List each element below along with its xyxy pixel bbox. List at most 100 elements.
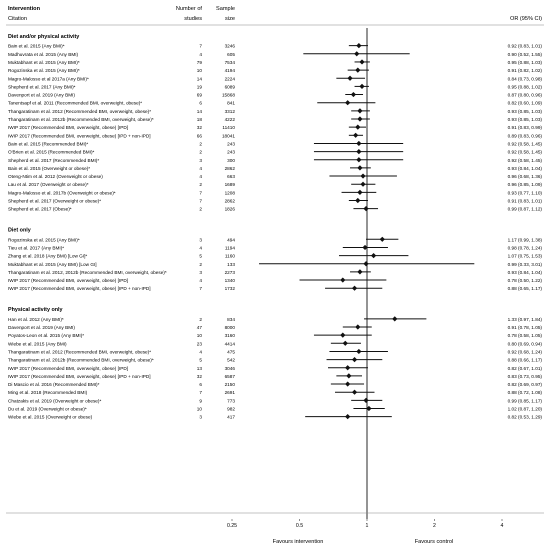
row-studies: 3 [199,237,202,242]
point-estimate-marker [351,389,358,395]
row-citation: Tieu et al. 2017 (Any BMI)* [8,245,64,250]
row-studies: 19 [197,84,203,89]
row-or-ci: 0.92 (0.83, 1.01) [508,44,543,49]
row-citation: Zhang et al. 2018 (Any BMI) [Low GI]* [8,254,87,259]
row-sample-size: 542 [227,358,235,363]
row-studies: 23 [197,341,203,346]
row-citation: Ming et al. 2018 (Recommended BMI) [8,390,88,395]
row-sample-size: 4222 [225,117,236,122]
row-or-ci: 0.93 (0.84, 1.04) [508,270,543,275]
header-intervention: Intervention [8,6,41,12]
point-estimate-marker [356,43,362,49]
row-citation: O'Brien et al. 2015 (Recommended BMI)* [8,150,95,155]
row-citation: Bain et al. 2015 (Overweight or obese)* [8,166,90,171]
row-citation: Muktabhant et al. 2015 (Any BMI) [Low GI… [8,262,97,267]
row-studies: 5 [199,254,202,259]
point-estimate-marker [359,59,365,65]
row-citation: Shepherd et al. 2017 (Overweight or obes… [8,199,101,204]
x-tick-label: 1 [366,523,369,529]
row-studies: 10 [197,333,203,338]
point-estimate-marker [355,197,361,204]
x-tick-label: 4 [501,523,504,529]
row-studies: 66 [197,133,203,138]
row-sample-size: 3160 [225,333,236,338]
point-estimate-marker [355,124,361,130]
row-or-ci: 0.95 (0.88, 1.02) [508,84,543,89]
row-citation: Oteng-Ntim et al. 2012 (Overweight or ob… [8,174,103,179]
row-citation: Wiebe et al. 2015 (Any BMI) [8,341,67,346]
group-title: Diet and/or physical activity [8,34,79,40]
point-estimate-marker [354,51,360,57]
point-estimate-marker [363,206,369,212]
row-citation: IWIP 2017 (Recommended BMI, overweight, … [8,286,151,291]
group-title: Physical activity only [8,307,63,313]
row-citation: Shepherd et al. 2017 (Obese)* [8,207,72,212]
row-studies: 18 [197,117,203,122]
point-estimate-marker [360,173,366,179]
row-citation: Thangaratinam et al. 2012b (Recommended … [8,358,154,363]
row-studies: 7 [199,190,202,195]
row-sample-size: 605 [227,52,235,57]
point-estimate-marker [350,91,357,98]
row-sample-size: 1340 [225,278,236,283]
row-citation: Chatzakis et al. 2019 (Overweight or obe… [8,398,101,403]
point-estimate-marker [345,365,351,371]
row-sample-size: 3046 [225,366,236,371]
row-sample-size: 1826 [225,207,236,212]
row-studies: 32 [197,374,203,379]
row-sample-size: 2691 [225,390,236,395]
row-sample-size: 982 [227,407,235,412]
point-estimate-marker [370,253,377,259]
header-number-of: Number of [176,6,203,12]
row-sample-size: 417 [227,415,235,420]
row-citation: IWIP 2017 (Recommended BMI, overweight, … [8,125,128,130]
point-estimate-marker [379,236,385,242]
row-or-ci: 0.92 (0.58, 1.45) [508,158,543,163]
row-studies: 3 [199,270,202,275]
row-or-ci: 0.78 (0.58, 1.05) [508,333,543,338]
row-sample-size: 773 [227,398,235,403]
header-or-ci: OR (95% CI) [510,16,542,22]
row-or-ci: 0.96 (0.68, 1.36) [508,174,543,179]
row-sample-size: 6089 [225,84,236,89]
row-sample-size: 3246 [225,44,236,49]
row-citation: Davenport et al. 2019 (Any BMI) [8,93,75,98]
row-studies: 4 [199,52,202,57]
row-citation: Han et al. 2012 (Any BMI)* [8,317,64,322]
row-or-ci: 1.17 (0.99, 1.38) [508,237,543,242]
row-or-ci: 1.07 (0.75, 1.53) [508,254,543,259]
point-estimate-marker [356,157,362,163]
point-estimate-marker [357,108,363,114]
row-studies: 10 [197,68,203,73]
row-sample-size: 834 [227,317,235,322]
row-citation: Thangaratinam et al. 2012b (Recommended … [8,117,154,122]
row-citation: IWIP 2017 (Recommended BMI, overweight, … [8,374,151,379]
row-sample-size: 2224 [225,76,236,81]
row-or-ci: 0.98 (0.78, 1.24) [508,245,543,250]
point-estimate-marker [347,75,353,81]
point-estimate-marker [360,181,366,187]
point-estimate-marker [363,261,369,267]
row-sample-size: 4414 [225,341,236,346]
header-sample: Sample [216,6,235,12]
row-or-ci: 0.91 (0.78, 1.05) [508,325,543,330]
row-studies: 2 [199,207,202,212]
point-estimate-marker [356,149,362,155]
row-sample-size: 18041 [222,133,235,138]
row-or-ci: 1.33 (0.97, 1.84) [508,317,543,322]
point-estimate-marker [357,269,363,275]
row-or-ci: 0.84 (0.73, 0.98) [508,76,543,81]
row-citation: Thangaratinam et al. 2012 (Recommended B… [8,349,151,354]
point-estimate-marker [345,381,351,387]
point-estimate-marker [356,348,362,355]
row-or-ci: 0.82 (0.67, 1.01) [508,366,543,371]
row-sample-size: 6587 [225,374,236,379]
point-estimate-marker [355,67,361,73]
row-studies: 4 [199,245,202,250]
row-or-ci: 0.99 (0.87, 1.12) [508,207,543,212]
row-studies: 7 [199,286,202,291]
row-studies: 2 [199,182,202,187]
point-estimate-marker [351,357,358,363]
row-or-ci: 0.99 (0.33, 3.01) [508,262,543,267]
row-sample-size: 2862 [225,166,236,171]
